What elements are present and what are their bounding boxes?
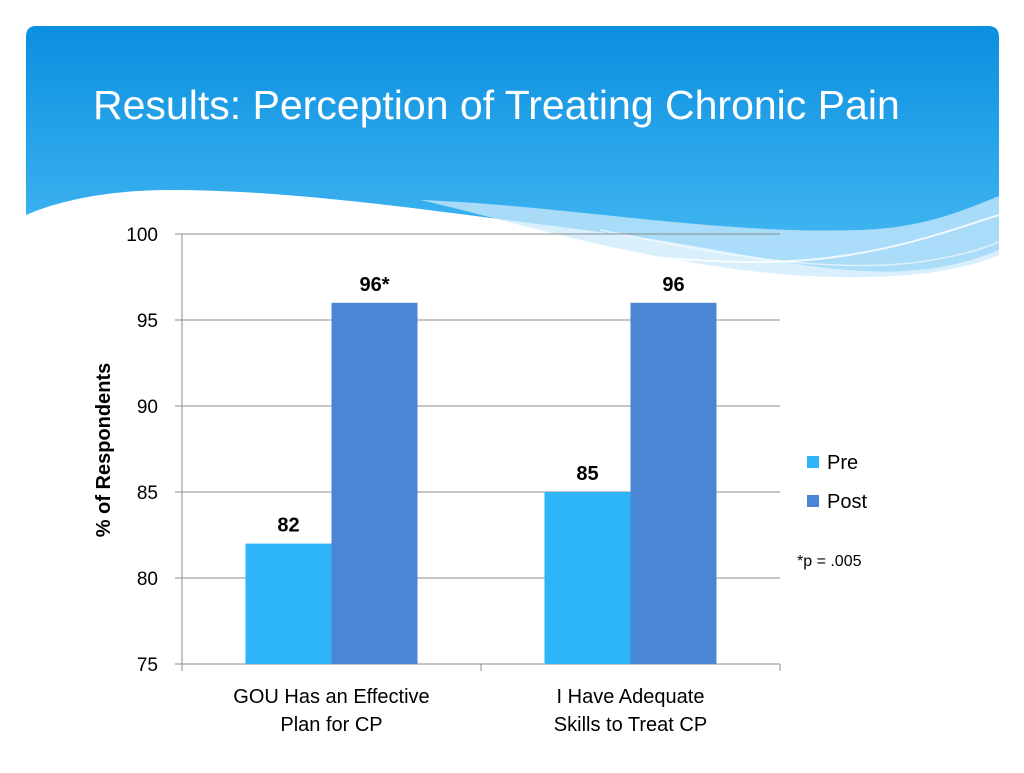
y-tick-label: 95 xyxy=(137,311,158,332)
y-tick-label: 80 xyxy=(137,569,158,590)
bar-pre xyxy=(544,492,631,664)
y-tick-label: 90 xyxy=(137,397,158,418)
data-label: 96* xyxy=(359,274,389,296)
data-label: 85 xyxy=(576,463,598,485)
slide-title: Results: Perception of Treating Chronic … xyxy=(93,82,900,128)
y-tick-label: 100 xyxy=(126,225,158,246)
header-wave-line xyxy=(329,214,1000,264)
data-label: 82 xyxy=(277,515,299,537)
y-tick-label: 75 xyxy=(137,655,158,676)
data-label: 96 xyxy=(662,274,684,296)
x-tick-label: Plan for CP xyxy=(280,714,382,736)
header-band xyxy=(26,26,999,272)
legend-label: Post xyxy=(827,491,867,513)
y-axis-title: % of Respondents xyxy=(93,363,115,537)
bar-post xyxy=(331,302,418,664)
legend-label: Pre xyxy=(827,452,858,474)
y-tick-label: 85 xyxy=(137,483,158,504)
bar-post xyxy=(630,302,717,664)
x-tick-label: I Have Adequate xyxy=(557,686,705,708)
x-tick-label: GOU Has an Effective xyxy=(233,686,429,708)
legend-swatch-post xyxy=(807,495,819,507)
x-tick-label: Skills to Treat CP xyxy=(554,714,707,736)
bar-pre xyxy=(245,543,332,664)
plot-area: 75 80 85 90 95 100 82 96* GOU Has an Effective Pl… xyxy=(93,225,867,736)
significance-note: *p = .005 xyxy=(797,553,862,570)
header-wave-light xyxy=(420,196,999,278)
header-wave-line-2 xyxy=(599,229,1000,267)
legend-swatch-pre xyxy=(807,456,819,468)
